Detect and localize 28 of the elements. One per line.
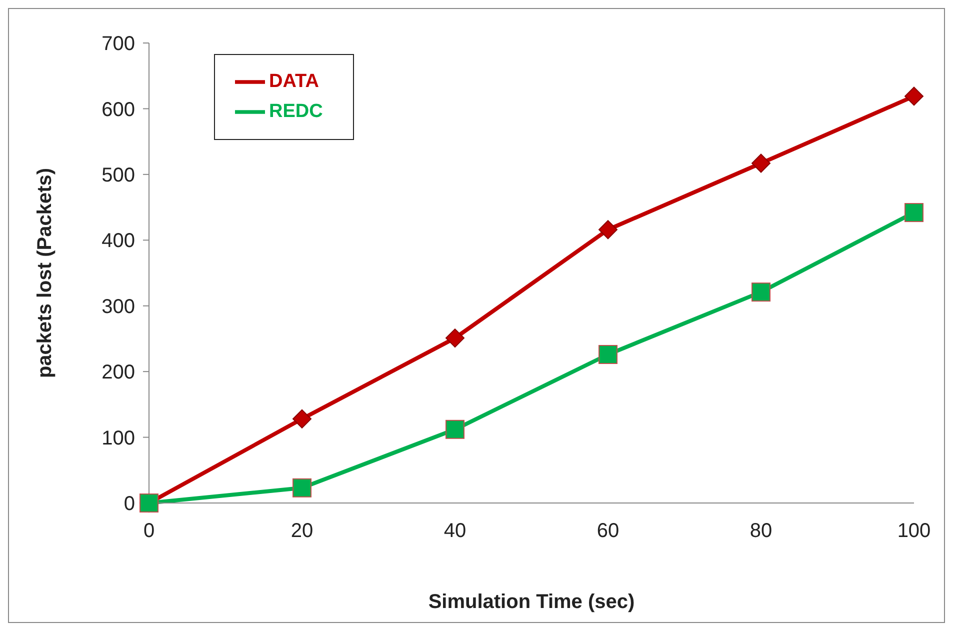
legend-label: REDC <box>269 101 323 122</box>
y-tick-label: 700 <box>102 33 135 56</box>
x-tick-label: 80 <box>750 520 772 542</box>
y-tick-label: 0 <box>124 493 135 516</box>
x-axis-title: Simulation Time (sec) <box>428 591 635 613</box>
y-tick-label: 400 <box>102 230 135 252</box>
point <box>446 328 464 348</box>
point <box>904 203 924 222</box>
y-tick-label: 100 <box>102 427 135 450</box>
legend-label: DATA <box>269 71 319 92</box>
y-tick-label: 600 <box>102 98 135 121</box>
y-tick-label: 200 <box>102 362 135 384</box>
point <box>598 220 618 240</box>
point <box>292 409 312 428</box>
x-tick-label: 60 <box>596 520 620 542</box>
point <box>904 86 924 106</box>
y-axis-title: packets lost (Packets) <box>34 168 56 378</box>
point <box>598 344 618 364</box>
x-tick-label: 0 <box>143 520 155 542</box>
y-tick-label: 500 <box>102 164 135 187</box>
point <box>752 154 770 173</box>
point <box>446 420 464 439</box>
point <box>752 282 770 302</box>
x-tick-label: 20 <box>290 520 314 542</box>
point <box>292 478 312 498</box>
x-tick-label: 40 <box>444 520 466 542</box>
x-tick-label: 100 <box>897 520 931 542</box>
y-tick-label: 300 <box>102 296 135 318</box>
